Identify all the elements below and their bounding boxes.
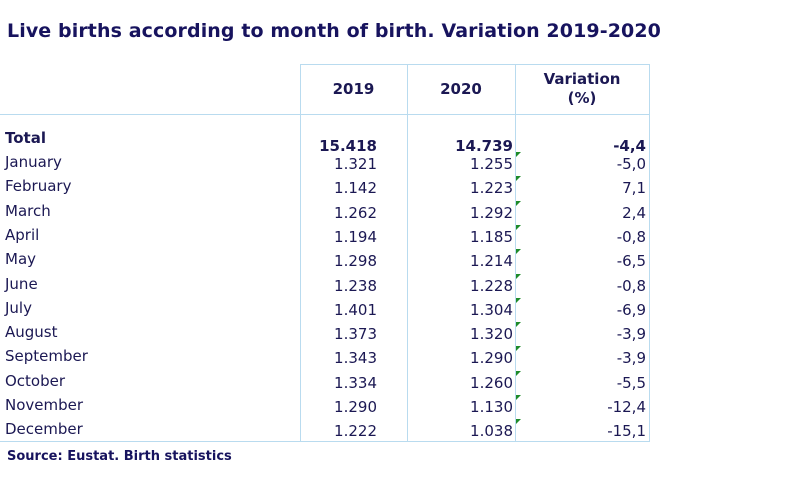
grid-line [0, 441, 650, 442]
cell-comment-marker-icon [516, 298, 521, 303]
table-row: January 1.321 1.255 -5,0 [0, 151, 650, 175]
value-variation: -6,9 [616, 301, 646, 319]
month-label: February [5, 177, 72, 195]
grid-line [407, 64, 408, 442]
value-variation: 2,4 [622, 204, 646, 222]
value-variation: -12,4 [607, 398, 646, 416]
table-row: May 1.298 1.214 -6,5 [0, 248, 650, 272]
month-label: July [5, 299, 32, 317]
grid-line [649, 64, 650, 442]
value-variation: -3,9 [616, 349, 646, 367]
value-2020: 1.185 [470, 228, 513, 246]
value-2019: 1.298 [334, 252, 377, 270]
value-2020: 1.292 [470, 204, 513, 222]
value-variation: -0,8 [616, 228, 646, 246]
cell-comment-marker-icon [516, 371, 521, 376]
cell-comment-marker-icon [516, 249, 521, 254]
month-label: August [5, 323, 58, 341]
cell-comment-marker-icon [516, 152, 521, 157]
month-label: November [5, 396, 84, 414]
cell-comment-marker-icon [516, 395, 521, 400]
header-variation: Variation (%) [543, 70, 621, 107]
value-2019: 1.290 [334, 398, 377, 416]
header-2020: 2020 [440, 79, 482, 98]
cell-comment-marker-icon [516, 225, 521, 230]
value-2019: 1.222 [334, 422, 377, 440]
table-row: June 1.238 1.228 -0,8 [0, 273, 650, 297]
month-label: April [5, 226, 40, 244]
value-2019: 1.142 [334, 179, 377, 197]
table-row: December 1.222 1.038 -15,1 [0, 418, 650, 442]
value-2020: 1.320 [470, 325, 513, 343]
value-variation: 7,1 [622, 179, 646, 197]
value-2019: 1.343 [334, 349, 377, 367]
source-note: Source: Eustat. Birth statistics [7, 449, 232, 464]
total-row: Total 15.418 14.739 -4,4 [0, 120, 650, 155]
table-row: November 1.290 1.130 -12,4 [0, 394, 650, 418]
month-label: May [5, 250, 37, 268]
grid-line [300, 64, 650, 65]
value-2020: 1.304 [470, 301, 513, 319]
value-2020: 1.260 [470, 374, 513, 392]
value-2020: 1.214 [470, 252, 513, 270]
value-variation: -5,5 [616, 374, 646, 392]
table-row: August 1.373 1.320 -3,9 [0, 321, 650, 345]
value-2019: 1.401 [334, 301, 377, 319]
month-label: October [5, 372, 66, 390]
cell-comment-marker-icon [516, 201, 521, 206]
grid-line [300, 64, 301, 442]
month-label: September [5, 347, 88, 365]
value-2019: 1.194 [334, 228, 377, 246]
month-label: March [5, 202, 51, 220]
total-variation: -4,4 [613, 137, 646, 155]
total-2019: 15.418 [319, 137, 377, 155]
cell-comment-marker-icon [516, 419, 521, 424]
value-2019: 1.238 [334, 277, 377, 295]
page-title: Live births according to month of birth.… [7, 20, 661, 42]
value-2020: 1.130 [470, 398, 513, 416]
grid-line [515, 64, 516, 442]
cell-comment-marker-icon [516, 346, 521, 351]
table-row: October 1.334 1.260 -5,5 [0, 370, 650, 394]
value-variation: -5,0 [616, 155, 646, 173]
total-label: Total [5, 129, 46, 147]
table-row: February 1.142 1.223 7,1 [0, 175, 650, 199]
table-row: April 1.194 1.185 -0,8 [0, 224, 650, 248]
value-2020: 1.228 [470, 277, 513, 295]
total-2020: 14.739 [455, 137, 513, 155]
month-label: June [5, 275, 38, 293]
value-2020: 1.255 [470, 155, 513, 173]
value-2020: 1.223 [470, 179, 513, 197]
grid-line [0, 114, 650, 115]
value-variation: -3,9 [616, 325, 646, 343]
value-2019: 1.321 [334, 155, 377, 173]
table-row: July 1.401 1.304 -6,9 [0, 297, 650, 321]
table-row: September 1.343 1.290 -3,9 [0, 345, 650, 369]
value-variation: -6,5 [616, 252, 646, 270]
value-variation: -0,8 [616, 277, 646, 295]
value-2019: 1.373 [334, 325, 377, 343]
cell-comment-marker-icon [516, 274, 521, 279]
value-2020: 1.290 [470, 349, 513, 367]
table-row: March 1.262 1.292 2,4 [0, 200, 650, 224]
value-2019: 1.262 [334, 204, 377, 222]
header-2019: 2019 [332, 79, 375, 98]
month-label: December [5, 420, 83, 438]
month-label: January [5, 153, 62, 171]
value-2019: 1.334 [334, 374, 377, 392]
cell-comment-marker-icon [516, 322, 521, 327]
value-2020: 1.038 [470, 422, 513, 440]
value-variation: -15,1 [607, 422, 646, 440]
cell-comment-marker-icon [516, 176, 521, 181]
